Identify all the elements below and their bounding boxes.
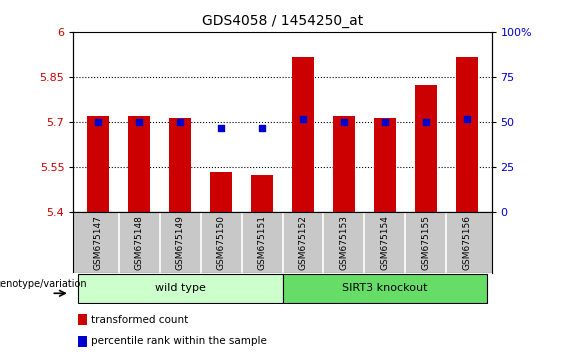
- Bar: [333, 116, 355, 212]
- Point: [258, 125, 267, 130]
- Text: GSM675156: GSM675156: [463, 215, 471, 270]
- Point: [340, 119, 349, 125]
- Point: [176, 119, 185, 125]
- Bar: [77, 336, 87, 347]
- Point: [216, 125, 225, 130]
- Text: wild type: wild type: [155, 283, 206, 293]
- Bar: [169, 118, 192, 212]
- Text: GSM675147: GSM675147: [94, 215, 102, 270]
- Text: GSM675149: GSM675149: [176, 215, 185, 270]
- Title: GDS4058 / 1454250_at: GDS4058 / 1454250_at: [202, 14, 363, 28]
- Bar: [373, 118, 396, 212]
- Point: [462, 116, 471, 121]
- Bar: [77, 314, 87, 325]
- Text: GSM675153: GSM675153: [340, 215, 349, 270]
- Text: genotype/variation: genotype/variation: [0, 279, 86, 289]
- Text: GSM675154: GSM675154: [380, 215, 389, 270]
- FancyBboxPatch shape: [77, 274, 282, 303]
- Text: SIRT3 knockout: SIRT3 knockout: [342, 283, 428, 293]
- Bar: [292, 57, 314, 212]
- Bar: [415, 85, 437, 212]
- Point: [94, 119, 103, 125]
- Text: GSM675151: GSM675151: [258, 215, 267, 270]
- Text: GSM675152: GSM675152: [298, 215, 307, 270]
- Point: [134, 119, 144, 125]
- FancyBboxPatch shape: [282, 274, 488, 303]
- Point: [421, 119, 431, 125]
- Bar: [128, 116, 150, 212]
- Text: GSM675155: GSM675155: [421, 215, 431, 270]
- Bar: [210, 172, 232, 212]
- Text: GSM675150: GSM675150: [216, 215, 225, 270]
- Text: GSM675148: GSM675148: [134, 215, 144, 270]
- Bar: [456, 57, 478, 212]
- Point: [380, 119, 389, 125]
- Bar: [87, 116, 109, 212]
- Text: transformed count: transformed count: [91, 315, 188, 325]
- Bar: [251, 175, 273, 212]
- Point: [298, 116, 307, 121]
- Text: percentile rank within the sample: percentile rank within the sample: [91, 336, 267, 346]
